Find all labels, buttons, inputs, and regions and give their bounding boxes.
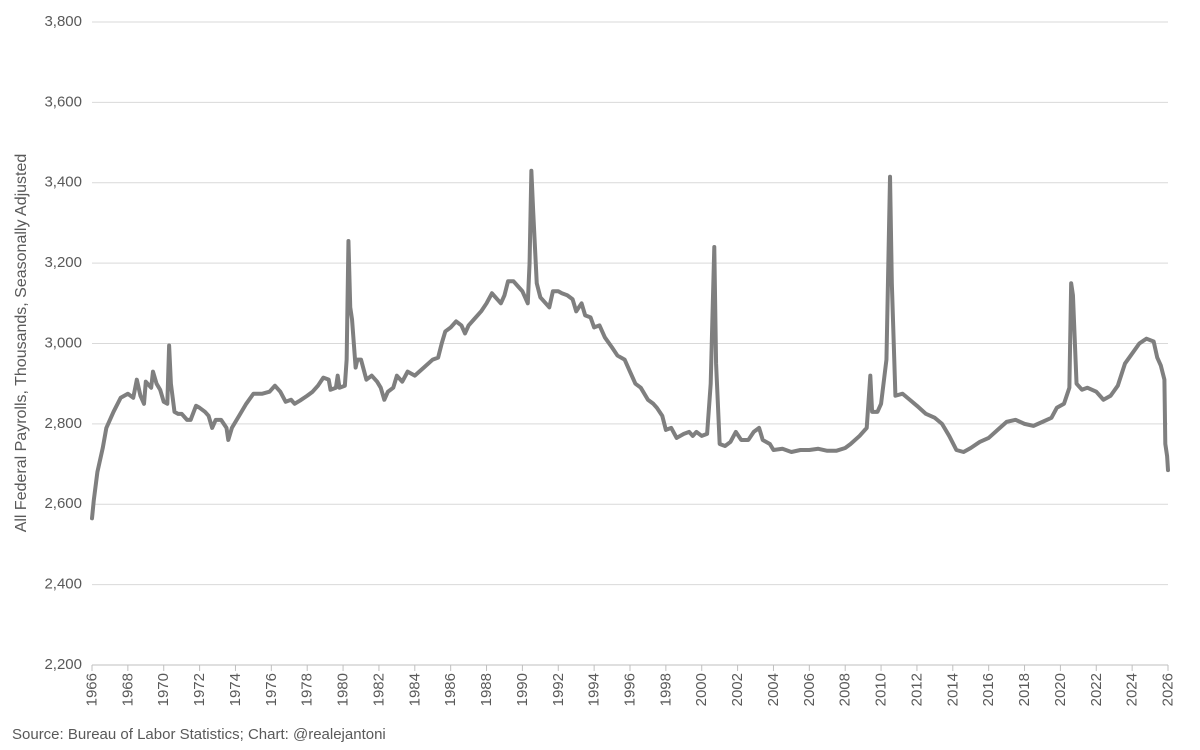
x-tick-label: 2008: [837, 673, 854, 706]
y-tick-label: 3,200: [44, 254, 82, 271]
x-tick-label: 1998: [657, 673, 674, 706]
x-tick-label: 1986: [442, 673, 459, 706]
line-series: [90, 168, 1170, 521]
x-tick-label: 1992: [550, 673, 567, 706]
x-tick-label: 1972: [191, 673, 208, 706]
y-axis-label: All Federal Payrolls, Thousands, Seasona…: [13, 154, 30, 533]
x-tick-label: 1978: [299, 673, 316, 706]
x-tick-label: 2012: [908, 673, 925, 706]
x-tick-label: 2016: [980, 673, 997, 706]
x-tick-label: 1996: [622, 673, 639, 706]
x-tick-label: 1990: [514, 673, 531, 706]
x-tick-label: 1984: [406, 673, 423, 706]
x-tick-label: 2002: [729, 673, 746, 706]
x-tick-label: 1966: [84, 673, 101, 706]
x-tick-label: 2014: [944, 673, 961, 706]
x-tick-label: 1974: [227, 673, 244, 706]
x-tick-label: 1982: [370, 673, 387, 706]
y-tick-label: 3,000: [44, 334, 82, 351]
x-tick-label: 2000: [693, 673, 710, 706]
source-note: Source: Bureau of Labor Statistics; Char…: [12, 726, 386, 743]
x-tick-label: 2020: [1052, 673, 1069, 706]
y-tick-label: 3,400: [44, 174, 82, 191]
x-tick-label: 1988: [478, 673, 495, 706]
y-tick-label: 3,600: [44, 93, 82, 110]
x-tick-label: 2010: [873, 673, 890, 706]
x-tick-label: 2004: [765, 673, 782, 706]
x-tick-label: 2024: [1124, 673, 1141, 706]
x-tick-label: 2006: [801, 673, 818, 706]
x-tick-label: 1980: [335, 673, 352, 706]
x-tick-label: 1970: [155, 673, 172, 706]
x-tick-label: 2026: [1160, 673, 1177, 706]
y-tick-label: 2,400: [44, 576, 82, 593]
y-tick-label: 3,800: [44, 13, 82, 30]
x-tick-label: 2018: [1016, 673, 1033, 706]
y-tick-label: 2,200: [44, 656, 82, 673]
x-tick-label: 1968: [119, 673, 136, 706]
x-tick-label: 2022: [1088, 673, 1105, 706]
y-tick-label: 2,600: [44, 495, 82, 512]
x-tick-label: 1994: [586, 673, 603, 706]
x-tick-label: 1976: [263, 673, 280, 706]
y-tick-label: 2,800: [44, 415, 82, 432]
